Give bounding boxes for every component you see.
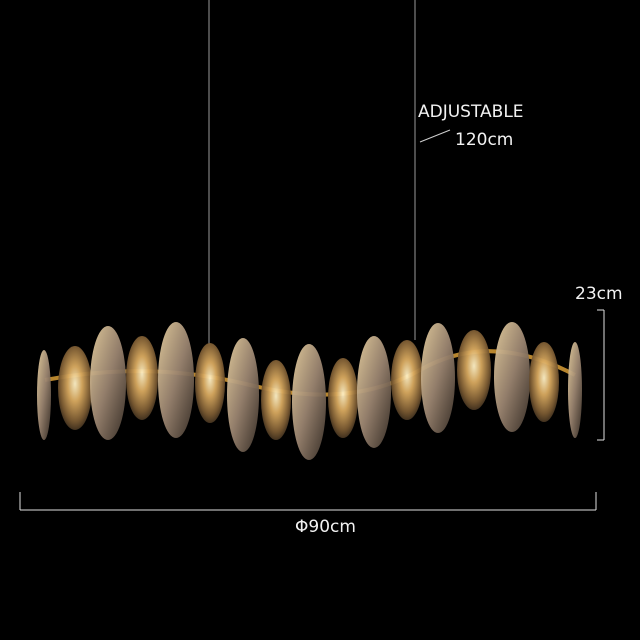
crystal [158,322,194,438]
crystal [529,342,559,422]
crystal [494,322,530,432]
crystal [126,336,158,420]
crystal-row [37,322,582,460]
crystal [90,326,126,440]
crystal [391,340,423,420]
diameter-dimension-line [19,492,597,511]
crystal [37,350,51,440]
cable-length-label: 120cm [455,130,514,150]
crystal [227,338,259,452]
height-label: 23cm [575,284,623,304]
crystal [328,358,358,438]
crystal [195,343,225,423]
crystal [292,344,326,460]
diameter-label: Φ90cm [295,517,356,537]
crystal [421,323,455,433]
height-dimension-bracket [597,309,605,441]
crystal [58,346,92,430]
crystal [568,342,582,438]
suspension-wires [208,0,451,345]
crystal [261,360,291,440]
crystal [457,330,491,410]
crystal [357,336,391,448]
adjustable-label: ADJUSTABLE [418,102,524,122]
